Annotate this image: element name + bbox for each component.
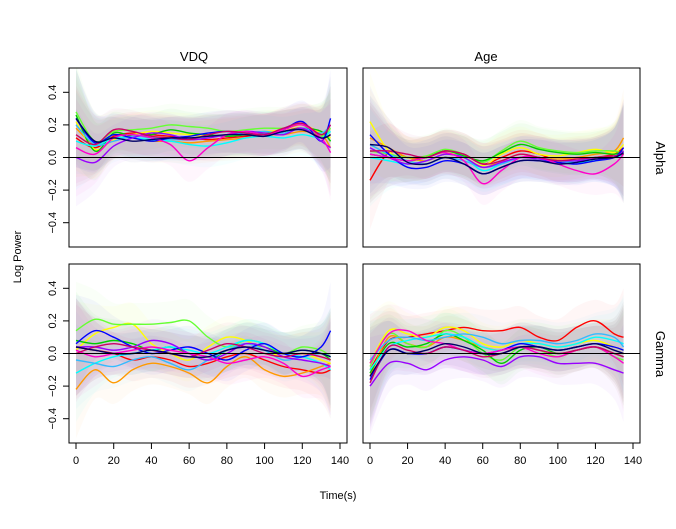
line-series-9 [75, 123, 332, 162]
line-series-2 [369, 326, 624, 364]
x-tick-label: 60 [183, 455, 195, 467]
x-tick-label: 100 [549, 455, 567, 467]
x-tick-label: 120 [293, 455, 311, 467]
line-series-0 [369, 320, 624, 371]
column-title-age: Age [474, 49, 497, 64]
y-tick-label: 0.2 [47, 313, 59, 328]
y-tick-label: 0.2 [47, 117, 59, 132]
line-series-8 [369, 355, 624, 387]
x-tick-label: 40 [439, 455, 451, 467]
line-series-9 [369, 151, 625, 185]
x-tick-label: 140 [331, 455, 349, 467]
y-tick-label: −0.4 [47, 212, 59, 234]
x-tick-label: 60 [477, 455, 489, 467]
x-tick-label: 140 [624, 455, 642, 467]
panel-frame-3 [362, 263, 641, 444]
panel-3-lines [363, 320, 640, 387]
y-tick-label: 0.4 [47, 281, 59, 296]
x-tick-label: 20 [401, 455, 413, 467]
line-series-11 [369, 143, 624, 175]
x-tick-label: 0 [73, 455, 79, 467]
line-series-11 [75, 117, 331, 143]
line-series-5 [75, 130, 332, 147]
line-series-1 [75, 356, 331, 390]
x-tick-label: 40 [145, 455, 157, 467]
y-tick-label: −0.2 [47, 179, 59, 201]
y-axis-label: Log Power [12, 230, 24, 283]
x-tick-label: 0 [367, 455, 373, 467]
line-series-10 [75, 342, 331, 361]
series-lines [69, 111, 640, 390]
x-axis-label: Time(s) [320, 490, 357, 502]
x-tick-label: 80 [221, 455, 233, 467]
line-series-10 [75, 122, 332, 146]
line-series-3 [75, 318, 332, 358]
panel-2-lines [69, 318, 347, 390]
row-title-alpha: Alpha [653, 141, 668, 175]
axes: −0.4 −0.2 0.0 0.2 0.4 −0.4 −0.2 0.0 0.2 0.4 0 20 40 6… [47, 85, 642, 467]
y-tick-label: 0.0 [47, 346, 59, 361]
x-tick-label: 80 [514, 455, 526, 467]
column-title-vdq: VDQ [180, 49, 208, 64]
x-tick-label: 20 [108, 455, 120, 467]
panel-0-lines [69, 111, 347, 164]
confidence-bands [76, 63, 624, 438]
y-tick-label: −0.4 [47, 408, 59, 430]
line-series-8 [75, 339, 331, 368]
y-tick-label: 0.0 [47, 150, 59, 165]
line-series-6 [369, 333, 625, 361]
line-series-7 [75, 117, 332, 144]
x-tick-label: 120 [586, 455, 604, 467]
y-tick-label: −0.2 [47, 375, 59, 397]
row-title-gamma: Gamma [653, 331, 668, 378]
panel-1-lines [363, 121, 640, 185]
panel-frame-1 [362, 67, 641, 248]
x-tick-label: 100 [255, 455, 273, 467]
y-tick-label: 0.4 [47, 85, 59, 100]
